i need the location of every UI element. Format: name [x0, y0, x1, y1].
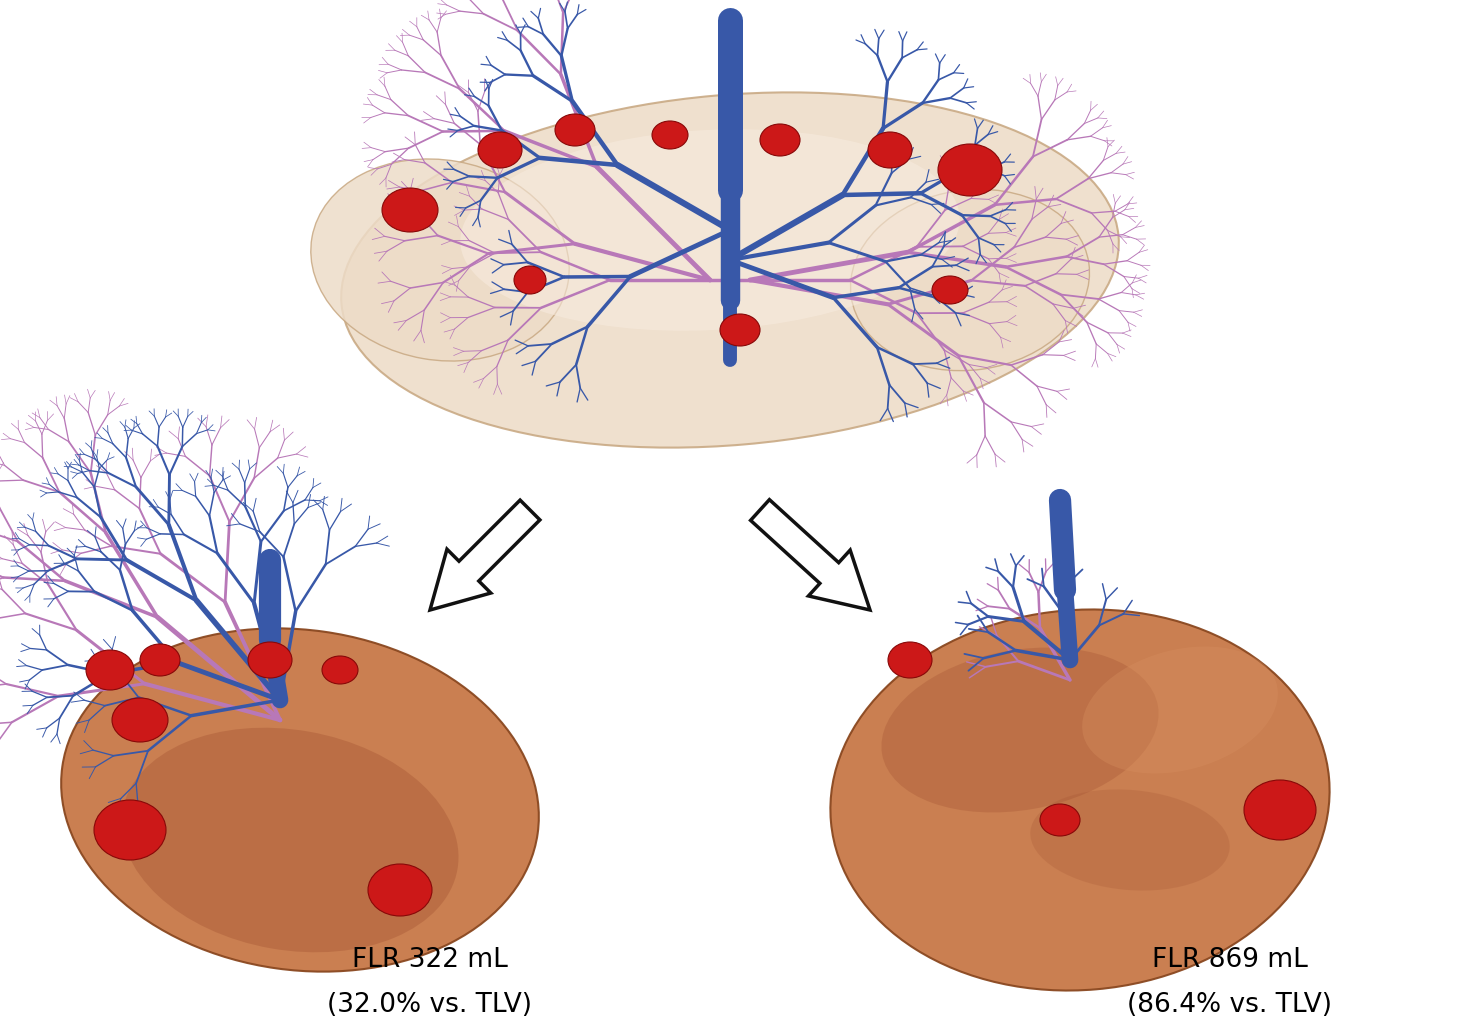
Text: (32.0% vs. TLV): (32.0% vs. TLV) [328, 992, 532, 1018]
Ellipse shape [937, 144, 1002, 196]
Ellipse shape [382, 188, 437, 232]
Ellipse shape [478, 132, 522, 168]
Ellipse shape [1040, 804, 1080, 837]
Ellipse shape [1244, 780, 1317, 840]
Ellipse shape [932, 276, 968, 304]
Ellipse shape [760, 124, 800, 156]
Text: FLR 322 mL: FLR 322 mL [351, 947, 507, 973]
Ellipse shape [121, 728, 458, 952]
Polygon shape [430, 500, 539, 610]
Ellipse shape [311, 159, 569, 361]
Ellipse shape [652, 121, 688, 149]
Ellipse shape [1082, 646, 1277, 773]
Ellipse shape [850, 189, 1089, 370]
Ellipse shape [888, 642, 932, 678]
Ellipse shape [93, 800, 166, 860]
Ellipse shape [140, 644, 179, 676]
Ellipse shape [555, 114, 595, 146]
Ellipse shape [86, 650, 134, 690]
Ellipse shape [322, 656, 359, 685]
Polygon shape [751, 499, 870, 610]
Ellipse shape [515, 266, 545, 294]
Ellipse shape [868, 132, 913, 168]
Ellipse shape [831, 609, 1330, 991]
Ellipse shape [461, 129, 959, 331]
Text: (86.4% vs. TLV): (86.4% vs. TLV) [1127, 992, 1333, 1018]
Ellipse shape [341, 92, 1118, 448]
Ellipse shape [720, 314, 760, 346]
Ellipse shape [248, 642, 292, 678]
Ellipse shape [882, 647, 1159, 813]
Ellipse shape [61, 629, 539, 972]
Text: FLR 869 mL: FLR 869 mL [1152, 947, 1308, 973]
Ellipse shape [367, 864, 432, 916]
Ellipse shape [112, 698, 168, 742]
Ellipse shape [1031, 789, 1229, 890]
